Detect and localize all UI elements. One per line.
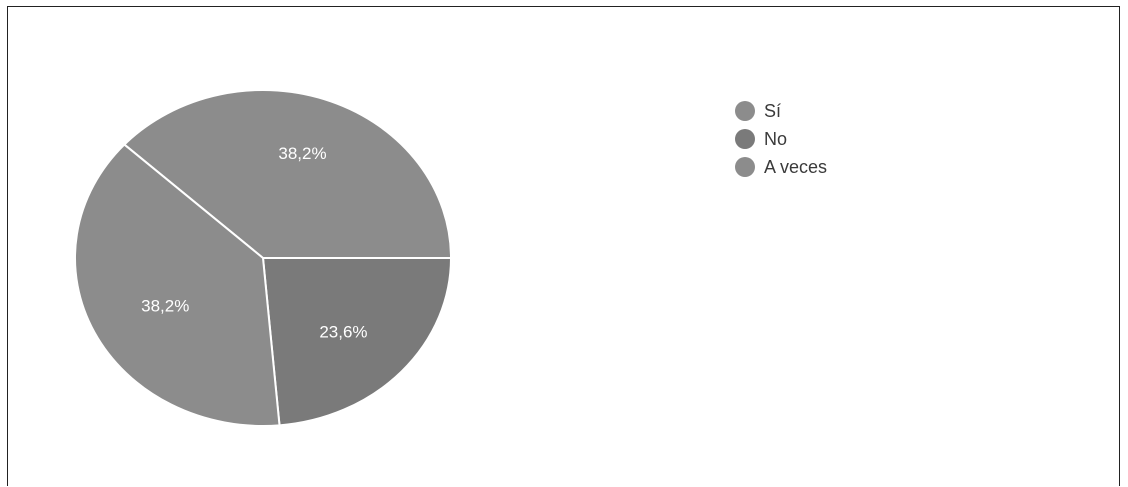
legend-item-1: No <box>735 125 827 153</box>
legend-label: No <box>764 128 788 149</box>
legend-item-2: A veces <box>735 153 827 181</box>
legend-swatch <box>735 101 755 121</box>
pie-slice-1 <box>261 257 453 427</box>
pie-slice-2 <box>74 143 281 427</box>
slice-label-0: 38,2% <box>278 144 326 163</box>
slice-label-2: 38,2% <box>141 297 189 316</box>
legend-swatch <box>735 129 755 149</box>
chart-frame: 38,2% 23,6% 38,2% Sí No A veces <box>7 6 1120 486</box>
slice-label-1: 23,6% <box>319 322 367 341</box>
legend-label: Sí <box>764 100 782 121</box>
pie-slice-0 <box>122 89 453 259</box>
legend-label: A veces <box>764 156 828 177</box>
legend-swatch <box>735 157 755 177</box>
legend-item-0: Sí <box>735 97 827 125</box>
pie-chart: 38,2% 23,6% 38,2% <box>74 89 453 427</box>
legend: Sí No A veces <box>735 97 827 181</box>
